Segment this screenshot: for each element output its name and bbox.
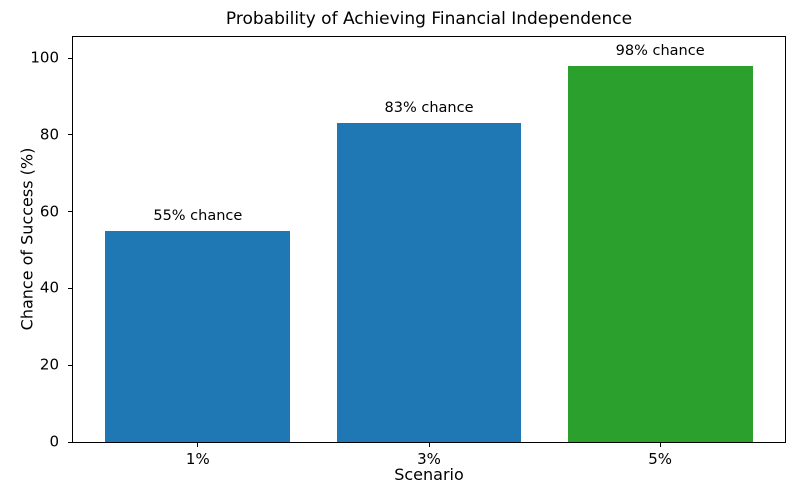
x-axis-label: Scenario [394,465,464,484]
y-tick-mark [68,441,72,443]
x-tick-mark [659,443,661,447]
y-axis: 0 20 40 60 80 100 [0,37,72,449]
x-tick-label: 5% [648,450,673,468]
y-tick-label: 40 [39,278,59,297]
x-tick-mark [428,443,430,447]
y-tick-label: 60 [39,202,59,221]
bar [567,65,753,442]
y-tick-mark [68,134,72,136]
bar-value-label: 55% chance [153,207,243,224]
bar-value-label: 83% chance [384,100,474,117]
x-axis: 1% 3% 5% [73,443,785,469]
chart-title: Probability of Achieving Financial Indep… [225,9,633,29]
x-tick-label: 3% [417,450,441,468]
y-tick-label: 20 [39,355,59,374]
y-tick-mark [68,287,72,289]
y-tick-label: 0 [49,432,59,451]
bar [336,123,522,442]
y-tick-label: 100 [30,48,59,67]
y-tick-mark [68,211,72,213]
bar-value-label: 98% chance [615,42,705,59]
plot-area: 55% chance 83% chance 98% chance [72,36,786,443]
y-tick-mark [68,57,72,59]
bar [105,230,291,442]
y-tick-mark [68,364,72,366]
x-tick-mark [197,443,199,447]
x-tick-label: 1% [185,450,210,468]
y-tick-label: 80 [39,125,59,144]
